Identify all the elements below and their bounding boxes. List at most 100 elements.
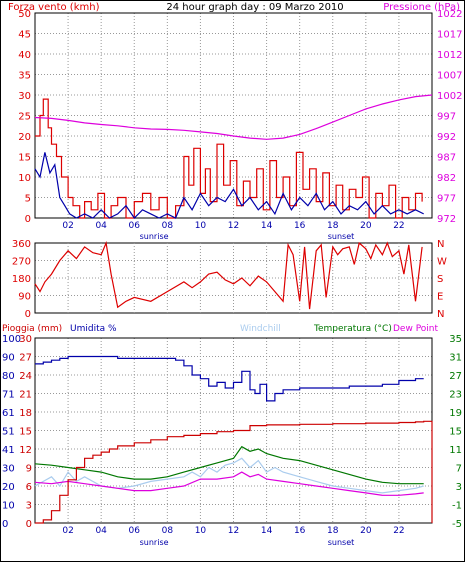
- x-tick-label: 06: [129, 526, 141, 536]
- y-tick-label: 19: [449, 408, 462, 419]
- y-tick-label: 987: [437, 153, 456, 164]
- x-tick-label: 18: [327, 221, 339, 231]
- series-line: [34, 152, 424, 219]
- y-tick-label: 0: [2, 519, 8, 530]
- y-tick-label: 30: [2, 464, 15, 475]
- y-tick-label: -1: [452, 501, 462, 512]
- x-tick-label: 18: [327, 526, 339, 536]
- y-tick-label: 992: [437, 132, 456, 143]
- y-tick-label: 11: [449, 445, 462, 456]
- y-tick-label: 71: [2, 390, 15, 401]
- series-line: [35, 355, 424, 402]
- y-tick-label: 27: [449, 371, 462, 382]
- y-tick-label: 27: [19, 353, 32, 364]
- x-tick-label: 04: [95, 526, 107, 536]
- y-tick-label: W: [437, 257, 447, 268]
- y-tick-label: 7: [456, 464, 462, 475]
- y-tick-label: 997: [437, 112, 456, 123]
- y-tick-label: 90: [18, 292, 31, 303]
- y-tick-label: 180: [12, 274, 31, 285]
- y-tick-label: 25: [18, 112, 31, 123]
- y-tick-label: 9: [26, 464, 32, 475]
- y-tick-label: 15: [449, 427, 462, 438]
- y-tick-label: N: [437, 309, 444, 320]
- sunrise-marker: sunrise: [140, 538, 169, 547]
- y-tick-label: 977: [437, 194, 456, 205]
- y-tick-label: 50: [18, 9, 31, 20]
- y-tick-label: 100: [2, 334, 21, 345]
- wind-axis-title: Forza vento (kmh): [8, 2, 100, 13]
- y-tick-label: 30: [18, 91, 31, 102]
- y-tick-label: 1022: [437, 9, 462, 20]
- y-tick-label: 10: [2, 501, 15, 512]
- y-tick-label: 80: [2, 371, 15, 382]
- y-tick-label: 15: [18, 153, 31, 164]
- x-tick-label: 02: [62, 221, 73, 231]
- y-tick-label: 30: [19, 334, 32, 345]
- y-tick-label: 51: [2, 427, 15, 438]
- y-tick-label: 3: [456, 482, 462, 493]
- y-tick-label: 10: [18, 173, 31, 184]
- x-tick-label: 22: [393, 526, 404, 536]
- y-tick-label: 360: [12, 239, 31, 250]
- y-tick-label: 24: [19, 371, 32, 382]
- x-tick-label: 16: [294, 221, 306, 231]
- series-line: [34, 457, 424, 494]
- rain-axis-title: Pioggia (mm): [2, 324, 62, 334]
- x-tick-label: 14: [261, 526, 273, 536]
- y-tick-label: 982: [437, 173, 456, 184]
- x-tick-label: 10: [195, 221, 207, 231]
- x-tick-label: 14: [261, 221, 273, 231]
- series-line: [34, 445, 424, 485]
- x-tick-label: 04: [95, 221, 107, 231]
- y-tick-label: 0: [26, 519, 32, 530]
- y-tick-label: 40: [18, 50, 31, 61]
- y-tick-label: 35: [449, 334, 462, 345]
- y-tick-label: 1012: [437, 50, 462, 61]
- x-tick-label: 20: [360, 526, 372, 536]
- wind-pressure-panel: 02 04 06 08 10 12 14 16 18 20 22051015202530354045…: [18, 9, 462, 241]
- y-tick-label: 5: [25, 194, 31, 205]
- y-tick-label: E: [437, 292, 443, 303]
- y-tick-label: 21: [19, 390, 32, 401]
- x-tick-label: 02: [62, 526, 73, 536]
- y-tick-label: 0: [25, 214, 31, 225]
- pressure-axis-title: Pressione (hPa): [383, 2, 460, 13]
- y-tick-label: 3: [26, 501, 32, 512]
- series-line: [35, 98, 423, 219]
- y-tick-label: 1007: [437, 71, 462, 82]
- x-tick-label: 22: [393, 221, 404, 231]
- series-line: [35, 420, 433, 524]
- y-tick-label: S: [437, 274, 443, 285]
- sunrise-marker: sunrise: [140, 232, 169, 241]
- y-tick-label: 1002: [437, 91, 462, 102]
- series-line: [34, 94, 433, 140]
- windchill-title: Windchill: [240, 324, 281, 334]
- y-tick-label: N: [437, 239, 444, 250]
- y-tick-label: 6: [26, 482, 32, 493]
- y-tick-label: 15: [19, 427, 32, 438]
- x-tick-label: 10: [195, 526, 207, 536]
- chart-title: 24 hour graph day : 09 Marzo 2010: [166, 2, 343, 13]
- series-line: [34, 471, 424, 496]
- x-tick-label: 08: [162, 221, 174, 231]
- x-tick-label: 20: [360, 221, 372, 231]
- y-tick-label: 45: [18, 30, 31, 41]
- sunset-marker: sunset: [328, 538, 355, 547]
- y-tick-label: 20: [18, 132, 31, 143]
- y-tick-label: 35: [18, 71, 31, 82]
- humidity-axis-title: Umidita %: [70, 324, 117, 334]
- x-tick-label: 08: [162, 526, 174, 536]
- y-tick-label: 20: [2, 482, 15, 493]
- y-tick-label: 1017: [437, 30, 462, 41]
- y-tick-label: -5: [452, 519, 462, 530]
- y-tick-label: 972: [437, 214, 456, 225]
- x-tick-label: 06: [129, 221, 141, 231]
- y-tick-label: 12: [19, 445, 32, 456]
- sunset-marker: sunset: [328, 232, 355, 241]
- dewpoint-title: Dew Point: [393, 324, 439, 334]
- x-tick-label: 12: [228, 221, 239, 231]
- x-tick-label: 16: [294, 526, 306, 536]
